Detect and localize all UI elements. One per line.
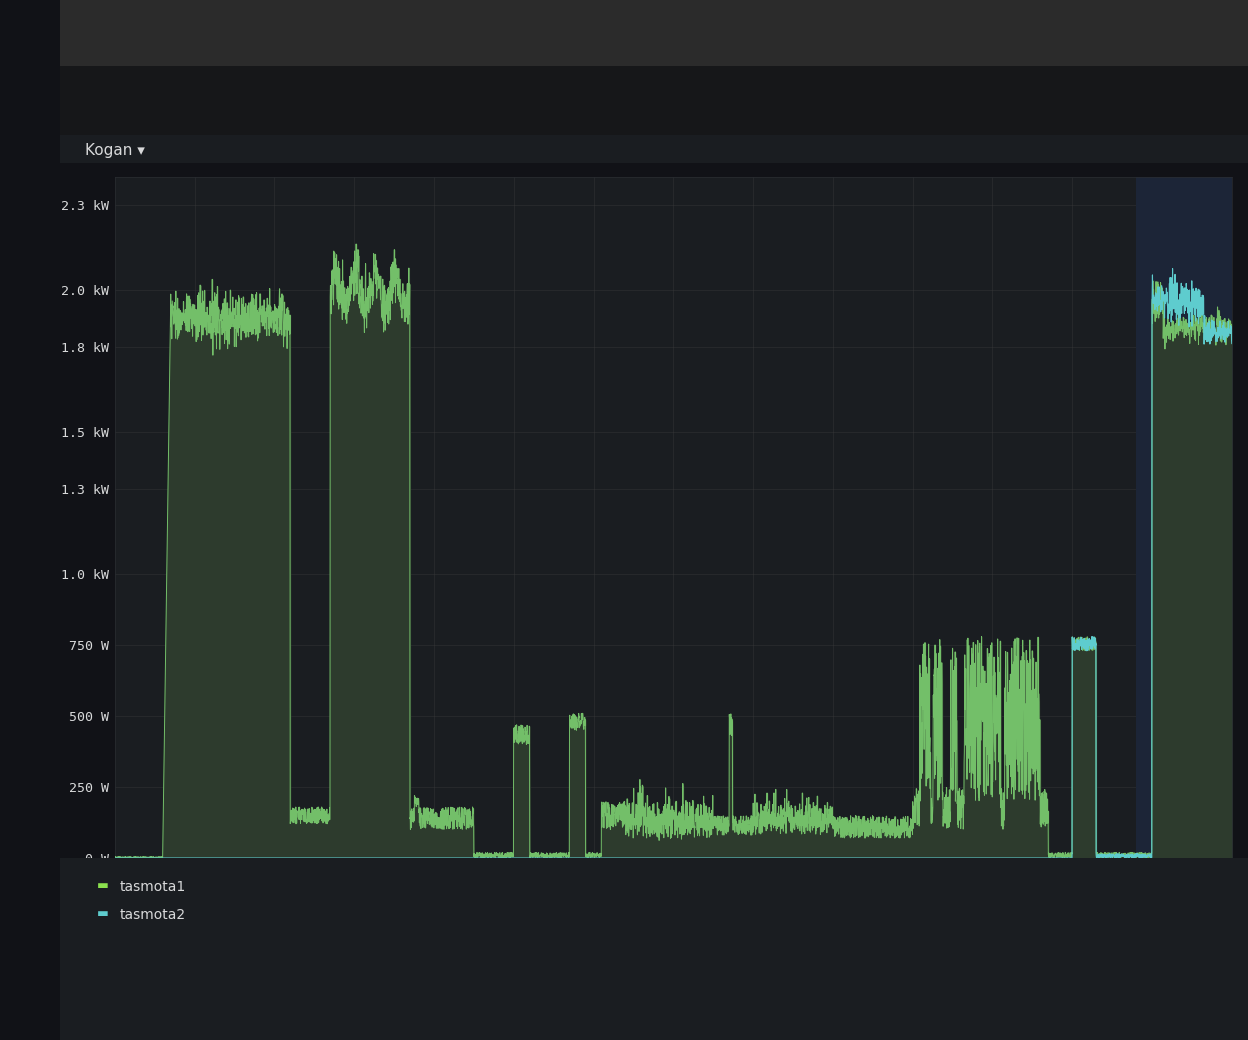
Text: ▬: ▬ [97,907,109,920]
Bar [1136,177,1232,858]
Text: Kogan ▾: Kogan ▾ [85,142,145,158]
Text: tasmota1: tasmota1 [120,880,186,894]
Text: tasmota2: tasmota2 [120,908,186,922]
Text: ▬: ▬ [97,879,109,892]
Text: Power Usage: Power Usage [1122,145,1221,160]
